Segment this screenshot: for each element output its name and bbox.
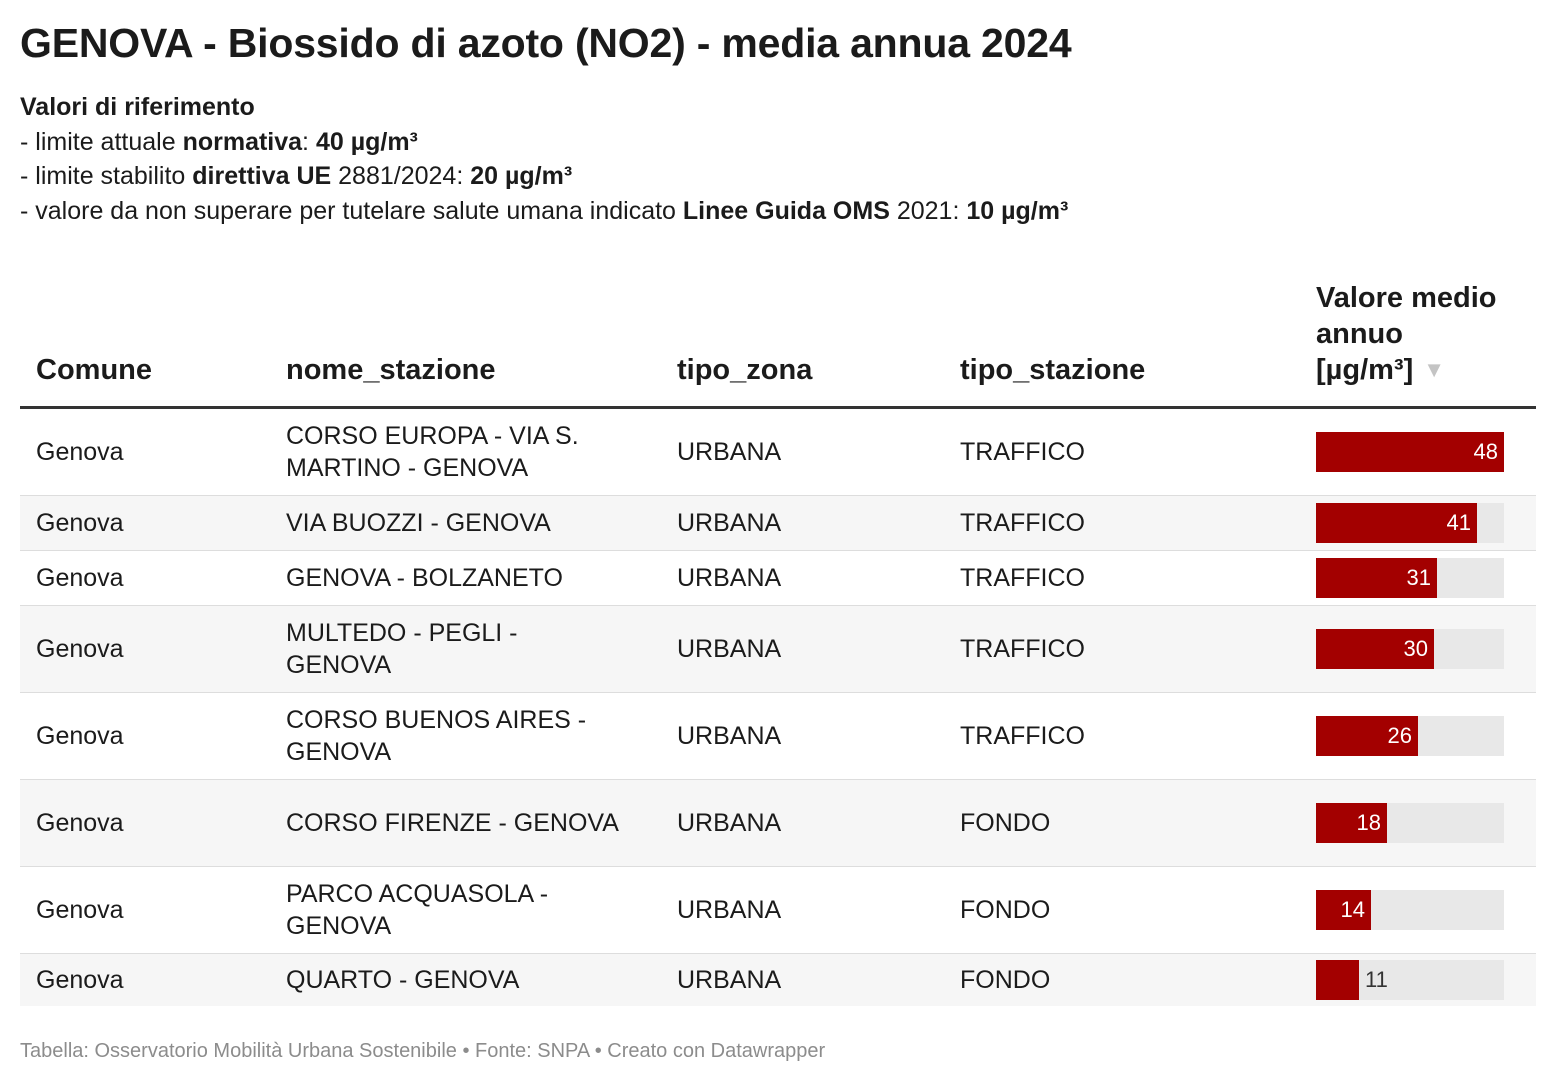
reference-line: - valore da non superare per tutelare sa… — [20, 196, 1069, 225]
cell-comune: Genova — [36, 809, 124, 837]
footer-credits: Tabella: Osservatorio Mobilità Urbana So… — [20, 1040, 826, 1062]
bar-mark — [1316, 432, 1504, 472]
table-header: Comune nome_stazione tipo_zona tipo_staz… — [20, 280, 1536, 409]
cell-comune: Genova — [36, 509, 124, 537]
bar-value-label: 14 — [1340, 897, 1365, 922]
cell-nome-stazione: VIA BUOZZI - GENOVA — [286, 509, 551, 537]
table-row: Genova CORSO BUENOS AIRES - GENOVA URBANA T… — [20, 693, 1536, 780]
bar-cell: 14 — [1316, 890, 1504, 930]
table-row: Genova VIA BUOZZI - GENOVA URBANA TRAFFICO 4… — [20, 496, 1536, 551]
column-header-nome-stazione[interactable]: nome_stazione — [286, 354, 496, 386]
table-row: Genova CORSO EUROPA - VIA S. MARTINO - GE… — [20, 409, 1536, 496]
table-row: Genova PARCO ACQUASOLA - GENOVA URBANA FOND… — [20, 867, 1536, 954]
cell-comune: Genova — [36, 564, 124, 592]
bar-cell: 18 — [1316, 803, 1504, 843]
cell-comune: Genova — [36, 896, 124, 924]
bar-value-label: 18 — [1356, 810, 1381, 835]
bar-mark — [1316, 960, 1359, 1000]
bar-cell: 11 — [1316, 960, 1504, 1000]
cell-tipo-stazione: TRAFFICO — [960, 722, 1085, 750]
cell-tipo-zona: URBANA — [677, 809, 782, 837]
cell-nome-stazione: CORSO FIRENZE - GENOVA — [286, 809, 619, 837]
cell-tipo-zona: URBANA — [677, 966, 782, 994]
bar-value-label: 41 — [1446, 510, 1471, 535]
cell-tipo-zona: URBANA — [677, 509, 782, 537]
cell-tipo-zona: URBANA — [677, 722, 782, 750]
chart-title: GENOVA - Biossido di azoto (NO2) - media… — [20, 20, 1072, 66]
cell-nome-stazione: QUARTO - GENOVA — [286, 966, 520, 994]
cell-nome-stazione: CORSO EUROPA - VIA S. MARTINO - GENOVA — [286, 422, 579, 482]
data-table: Comune nome_stazione tipo_zona tipo_staz… — [20, 280, 1536, 1006]
bar-cell: 26 — [1316, 716, 1504, 756]
table-row: Genova QUARTO - GENOVA URBANA FONDO 11 — [20, 954, 1536, 1006]
bar-mark — [1316, 716, 1418, 756]
sort-down-icon[interactable]: ▼ — [1423, 357, 1446, 382]
cell-nome-stazione: MULTEDO - PEGLI - GENOVA — [286, 619, 518, 679]
bar-cell: 31 — [1316, 558, 1504, 598]
table-body: Genova CORSO EUROPA - VIA S. MARTINO - GE… — [20, 409, 1536, 1006]
reference-heading: Valori di riferimento — [20, 93, 255, 121]
bar-value-label: 11 — [1365, 967, 1388, 992]
bar-mark — [1316, 890, 1371, 930]
bar-mark — [1316, 503, 1477, 543]
column-header-valore[interactable]: Valore medio annuo [µg/m³] ▼ — [1316, 282, 1497, 386]
bar-value-label: 26 — [1387, 723, 1412, 748]
bar-value-label: 31 — [1406, 565, 1431, 590]
cell-tipo-zona: URBANA — [677, 635, 782, 663]
bar-cell: 48 — [1316, 432, 1504, 472]
cell-tipo-zona: URBANA — [677, 564, 782, 592]
column-header-tipo-zona[interactable]: tipo_zona — [677, 354, 813, 386]
cell-comune: Genova — [36, 722, 124, 750]
cell-tipo-stazione: FONDO — [960, 966, 1051, 994]
column-header-comune[interactable]: Comune — [36, 354, 152, 386]
table-row: Genova GENOVA - BOLZANETO URBANA TRAFFICO 31 — [20, 551, 1536, 606]
cell-tipo-stazione: FONDO — [960, 809, 1051, 837]
reference-line: - limite attuale normativa: 40 µg/m³ — [20, 127, 418, 156]
cell-tipo-zona: URBANA — [677, 438, 782, 466]
cell-comune: Genova — [36, 438, 124, 466]
cell-tipo-zona: URBANA — [677, 896, 782, 924]
reference-line: - limite stabilito direttiva UE 2881/202… — [20, 162, 573, 190]
cell-tipo-stazione: FONDO — [960, 896, 1051, 924]
cell-nome-stazione: PARCO ACQUASOLA - GENOVA — [286, 880, 549, 940]
bar-value-label: 48 — [1473, 439, 1498, 464]
bar-value-label: 30 — [1403, 636, 1428, 661]
table-row: Genova CORSO FIRENZE - GENOVA URBANA FONDO 1… — [20, 780, 1536, 867]
column-header-tipo-stazione[interactable]: tipo_stazione — [960, 354, 1146, 386]
cell-comune: Genova — [36, 635, 124, 663]
bar-mark — [1316, 803, 1387, 843]
bar-cell: 30 — [1316, 629, 1504, 669]
reference-values: Valori di riferimento - limite attuale n… — [20, 90, 1068, 228]
bar-mark — [1316, 629, 1434, 669]
bar-mark — [1316, 558, 1437, 598]
cell-tipo-stazione: TRAFFICO — [960, 635, 1085, 663]
cell-comune: Genova — [36, 966, 124, 994]
bar-cell: 41 — [1316, 503, 1504, 543]
cell-nome-stazione: CORSO BUENOS AIRES - GENOVA — [286, 706, 587, 766]
cell-tipo-stazione: TRAFFICO — [960, 438, 1085, 466]
cell-nome-stazione: GENOVA - BOLZANETO — [286, 564, 563, 592]
table-row: Genova MULTEDO - PEGLI - GENOVA URBANA TRAF… — [20, 606, 1536, 693]
cell-tipo-stazione: TRAFFICO — [960, 509, 1085, 537]
cell-tipo-stazione: TRAFFICO — [960, 564, 1085, 592]
